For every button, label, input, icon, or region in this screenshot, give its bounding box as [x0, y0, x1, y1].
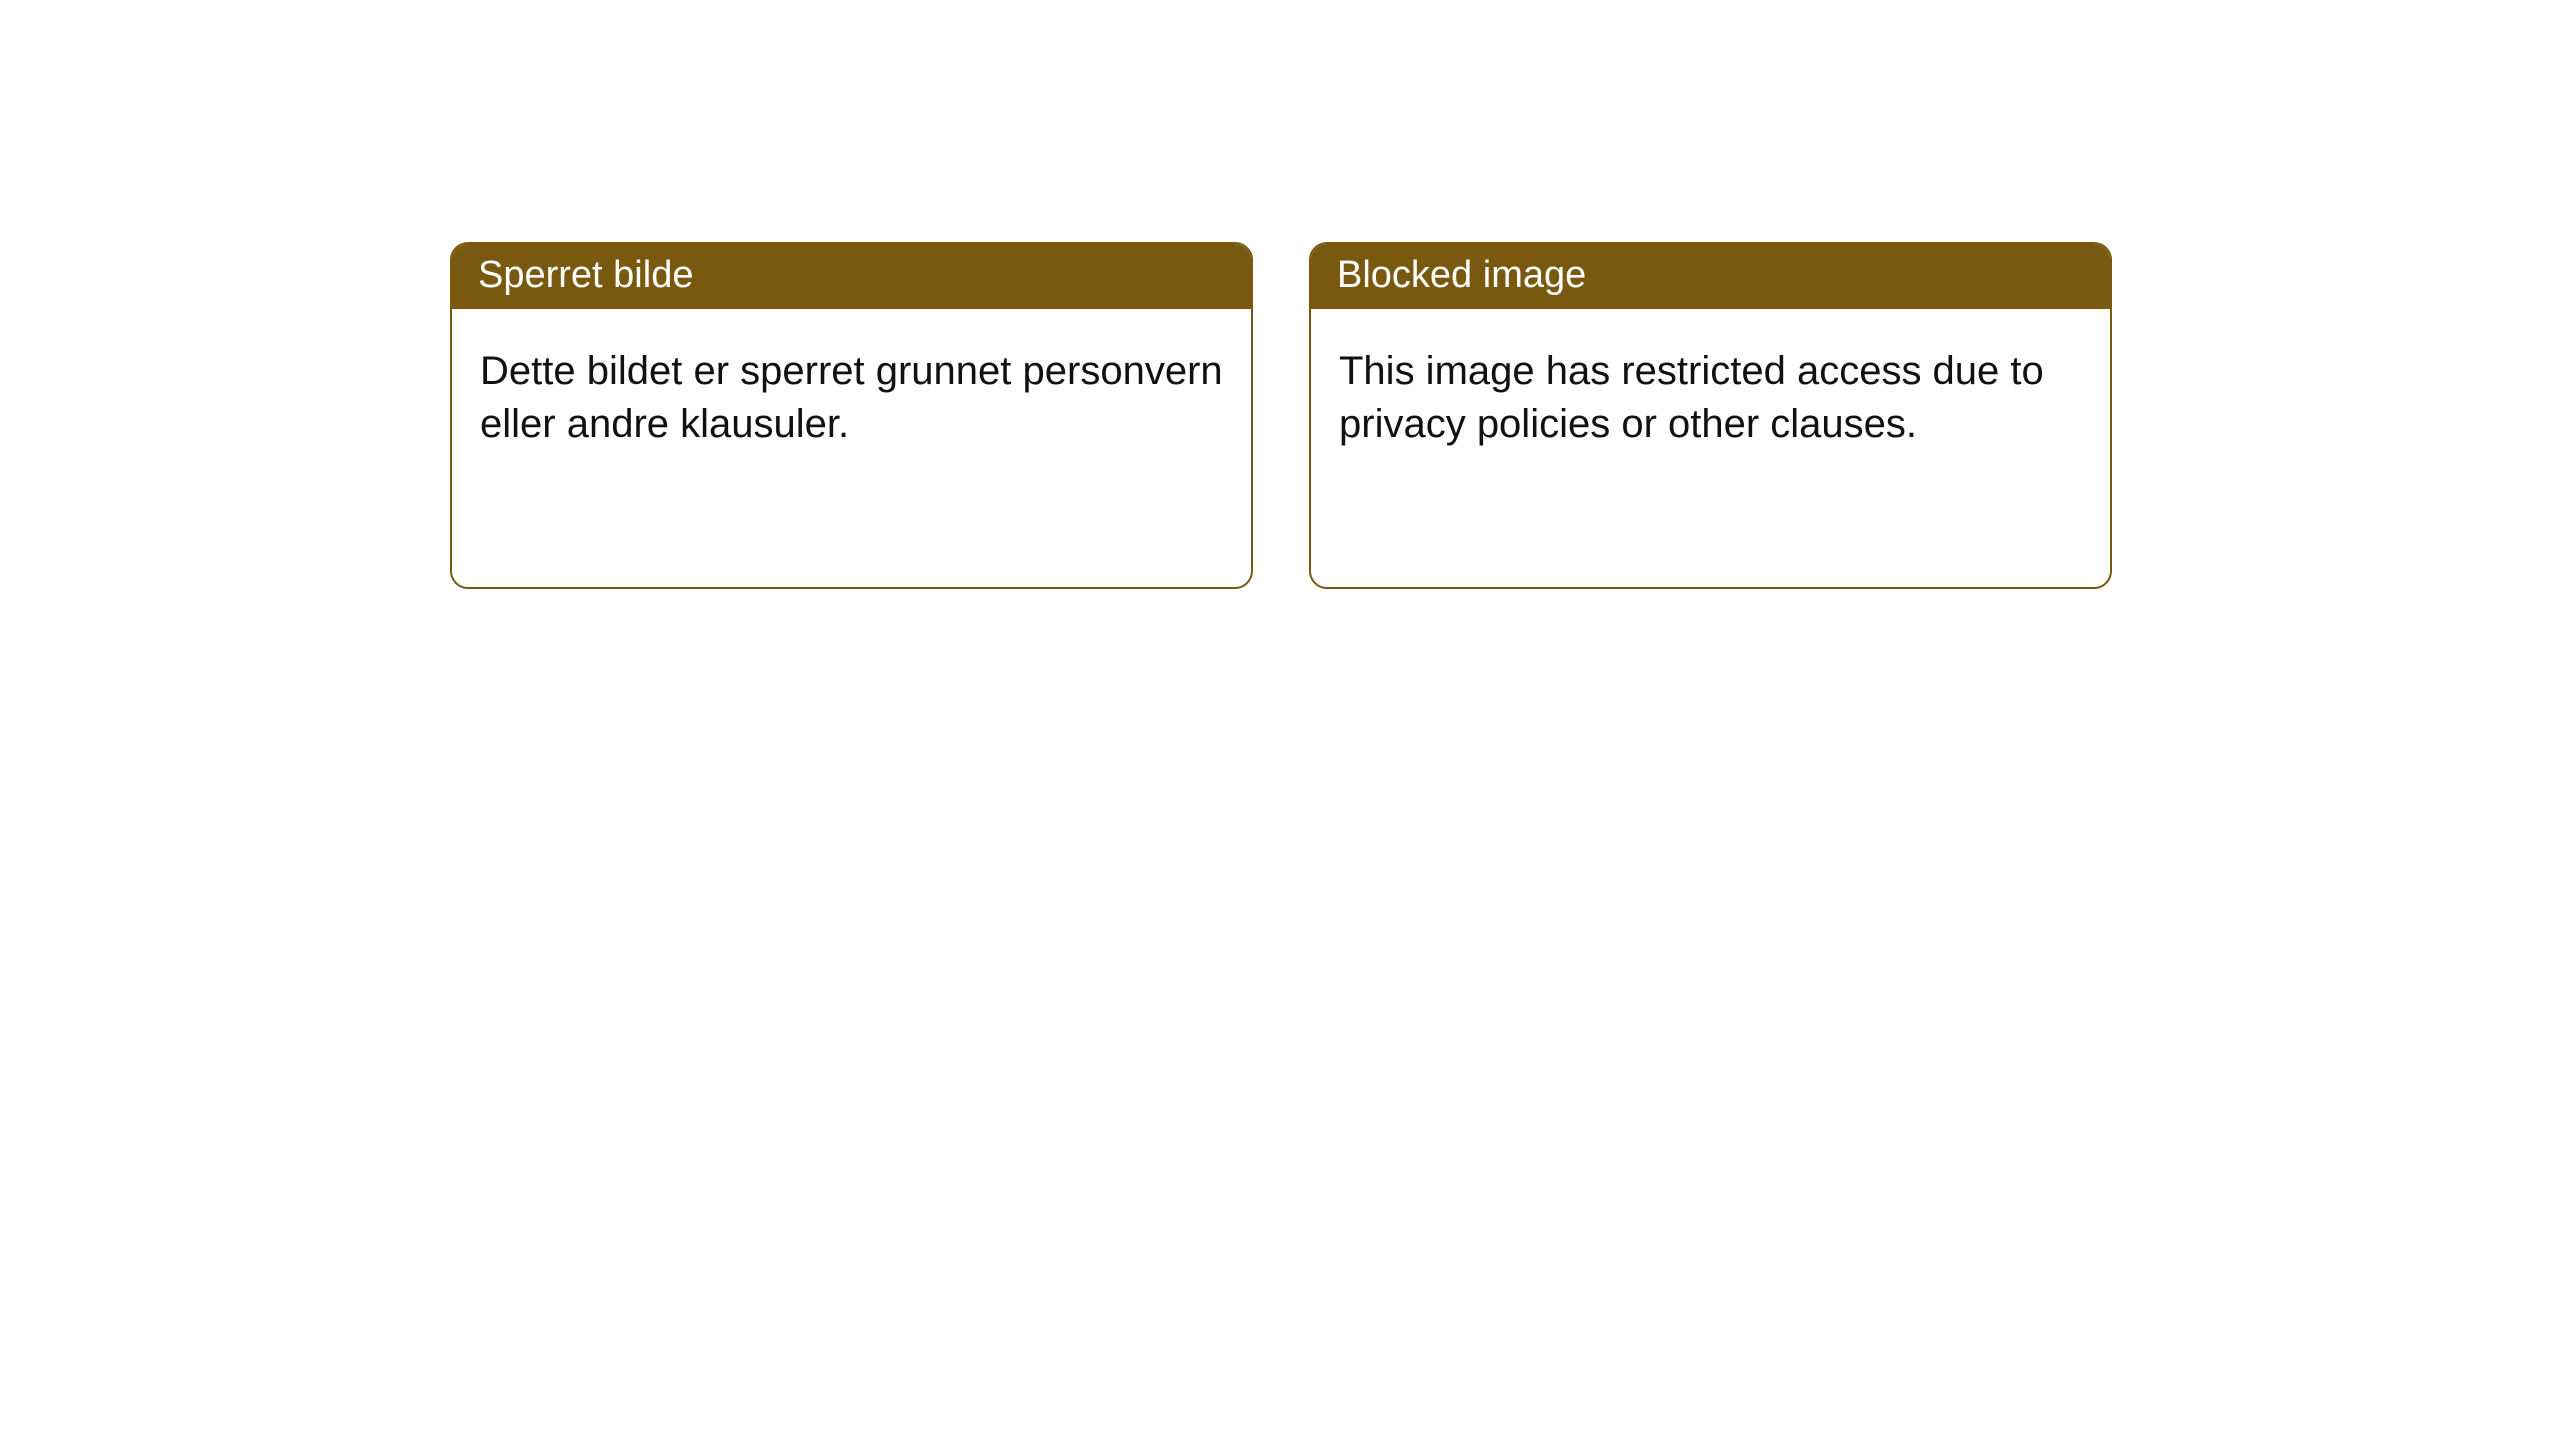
card-title: Sperret bilde — [452, 244, 1251, 309]
card-title: Blocked image — [1311, 244, 2110, 309]
cards-container: Sperret bilde Dette bildet er sperret gr… — [0, 0, 2560, 589]
blocked-image-card-no: Sperret bilde Dette bildet er sperret gr… — [450, 242, 1253, 589]
blocked-image-card-en: Blocked image This image has restricted … — [1309, 242, 2112, 589]
card-body: Dette bildet er sperret grunnet personve… — [452, 309, 1251, 587]
card-body: This image has restricted access due to … — [1311, 309, 2110, 587]
